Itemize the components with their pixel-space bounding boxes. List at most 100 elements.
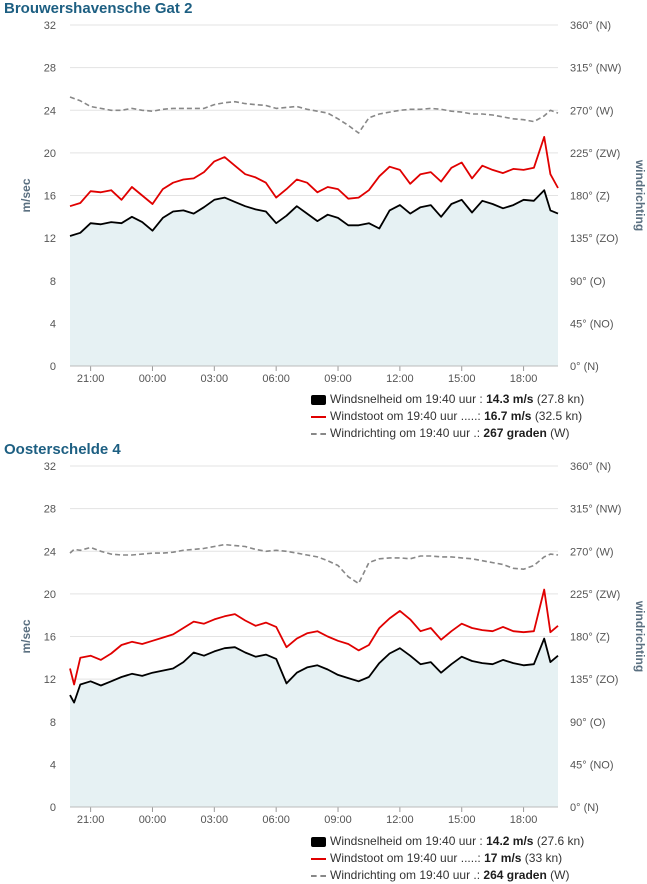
legend-value: 14.3 m/s [486,392,534,406]
legend-value: 267 graden [483,426,547,440]
y-tick-label: 24 [44,546,56,558]
black-square-icon [311,394,326,405]
y-right-tick-label: 315° (NW) [570,63,621,75]
series-area-windsnelheid [70,638,558,807]
dashed-line-icon [311,874,326,877]
x-tick-label: 12:00 [386,373,414,385]
y-right-tick-label: 90° (O) [570,276,606,288]
y-right-axis-title: windrichting [633,600,647,672]
y-right-tick-label: 45° (NO) [570,759,614,771]
y-right-tick-label: 0° (N) [570,802,599,814]
x-tick-label: 15:00 [448,373,476,385]
y-tick-label: 24 [44,105,56,117]
y-right-tick-label: 0° (N) [570,361,599,373]
legend-label: Windsnelheid om 19:40 uur : [330,834,483,848]
legend-item-windstoot[interactable]: Windstoot om 19:40 uur .....: 17 m/s (33… [311,850,584,867]
y-right-tick-label: 360° (N) [570,461,611,473]
y-tick-label: 0 [50,361,56,373]
y-right-tick-label: 135° (ZO) [570,674,618,686]
x-tick-label: 21:00 [77,373,105,385]
y-tick-label: 4 [50,759,56,771]
series-line-windstoot [69,588,559,686]
chart-title: Oosterschelde 4 [4,441,121,458]
x-tick-label: 00:00 [139,373,167,385]
chart-title: Brouwershavensche Gat 2 [4,0,193,17]
x-tick-label: 06:00 [262,814,290,826]
legend-extra: (27.6 kn) [536,834,585,848]
y-right-tick-label: 270° (W) [570,105,614,117]
series-line-windstoot [69,135,559,208]
x-tick-label: 09:00 [324,373,352,385]
legend-extra: (27.8 kn) [536,392,585,406]
x-tick-label: 06:00 [262,373,290,385]
x-tick-label: 00:00 [139,814,167,826]
legend-label: Windstoot om 19:40 uur .....: [330,409,481,423]
y-tick-label: 28 [44,63,56,75]
y-tick-label: 32 [44,20,56,32]
x-tick-label: 03:00 [201,373,229,385]
y-right-axis-title: windrichting [633,159,647,231]
y-axis-title: m/sec [19,619,33,653]
legend-item-windsnelheid[interactable]: Windsnelheid om 19:40 uur : 14.3 m/s (27… [311,391,584,408]
y-right-tick-label: 315° (NW) [570,504,621,516]
series-line-windsnelheid [69,637,559,704]
chart-panel-1: Brouwershavensche Gat 2 0 0° (N) 4 45° (NO)… [4,0,647,442]
y-tick-label: 8 [50,276,56,288]
series-line-windrichting [69,96,559,134]
x-tick-label: 18:00 [510,814,538,826]
y-axis-title: m/sec [19,178,33,212]
y-tick-label: 16 [44,632,56,644]
y-right-tick-label: 180° (Z) [570,632,610,644]
series-area-windsnelheid [70,190,558,366]
legend-item-windsnelheid[interactable]: Windsnelheid om 19:40 uur : 14.2 m/s (27… [311,833,584,850]
red-line-icon [311,415,326,418]
legend-label: Windsnelheid om 19:40 uur : [330,392,483,406]
legend-item-windstoot[interactable]: Windstoot om 19:40 uur .....: 16.7 m/s (… [311,408,584,425]
y-tick-label: 20 [44,148,56,160]
x-tick-label: 15:00 [448,814,476,826]
y-tick-label: 12 [44,233,56,245]
legend-label: Windrichting om 19:40 uur .: [330,426,481,440]
y-tick-label: 12 [44,674,56,686]
legend-extra: (32.5 kn) [534,409,583,423]
y-right-tick-label: 45° (NO) [570,318,614,330]
y-right-tick-label: 135° (ZO) [570,233,618,245]
wind-chart-2: 0 0° (N) 4 45° (NO) 8 90° (O) 12 135° (ZO) 16 180… [19,461,647,826]
legend: Windsnelheid om 19:40 uur : 14.2 m/s (27… [311,833,584,884]
y-tick-label: 32 [44,461,56,473]
y-right-tick-label: 270° (W) [570,546,614,558]
chart-panel-2: Oosterschelde 4 0 0° (N) 4 45° (NO) 8 90° (O)… [0,441,647,883]
red-line-icon [311,857,326,860]
x-tick-label: 21:00 [77,814,105,826]
legend-extra: (33 kn) [524,851,563,865]
x-tick-label: 09:00 [324,814,352,826]
legend-item-windrichting[interactable]: Windrichting om 19:40 uur .: 264 graden … [311,867,584,884]
series-line-windsnelheid [69,189,559,237]
legend-label: Windstoot om 19:40 uur .....: [330,851,481,865]
y-right-tick-label: 225° (ZW) [570,589,620,601]
dashed-line-icon [311,432,326,435]
x-tick-label: 18:00 [510,373,538,385]
y-tick-label: 28 [44,504,56,516]
legend-extra: (W) [550,426,570,440]
y-right-tick-label: 180° (Z) [570,191,610,203]
legend-value: 17 m/s [484,851,522,865]
black-square-icon [311,836,326,847]
legend-item-windrichting[interactable]: Windrichting om 19:40 uur .: 267 graden … [311,425,584,442]
wind-chart-1: 0 0° (N) 4 45° (NO) 8 90° (O) 12 135° (ZO) 16 180… [19,20,647,385]
legend-value: 264 graden [483,868,547,882]
legend-label: Windrichting om 19:40 uur .: [330,868,481,882]
legend: Windsnelheid om 19:40 uur : 14.3 m/s (27… [311,391,584,442]
series-line-windrichting [69,543,559,585]
x-tick-label: 03:00 [201,814,229,826]
y-tick-label: 0 [50,802,56,814]
y-right-tick-label: 90° (O) [570,717,606,729]
y-tick-label: 4 [50,318,56,330]
y-right-tick-label: 360° (N) [570,20,611,32]
y-tick-label: 20 [44,589,56,601]
y-right-tick-label: 225° (ZW) [570,148,620,160]
y-tick-label: 16 [44,191,56,203]
legend-extra: (W) [550,868,570,882]
legend-value: 16.7 m/s [484,409,532,423]
x-tick-label: 12:00 [386,814,414,826]
